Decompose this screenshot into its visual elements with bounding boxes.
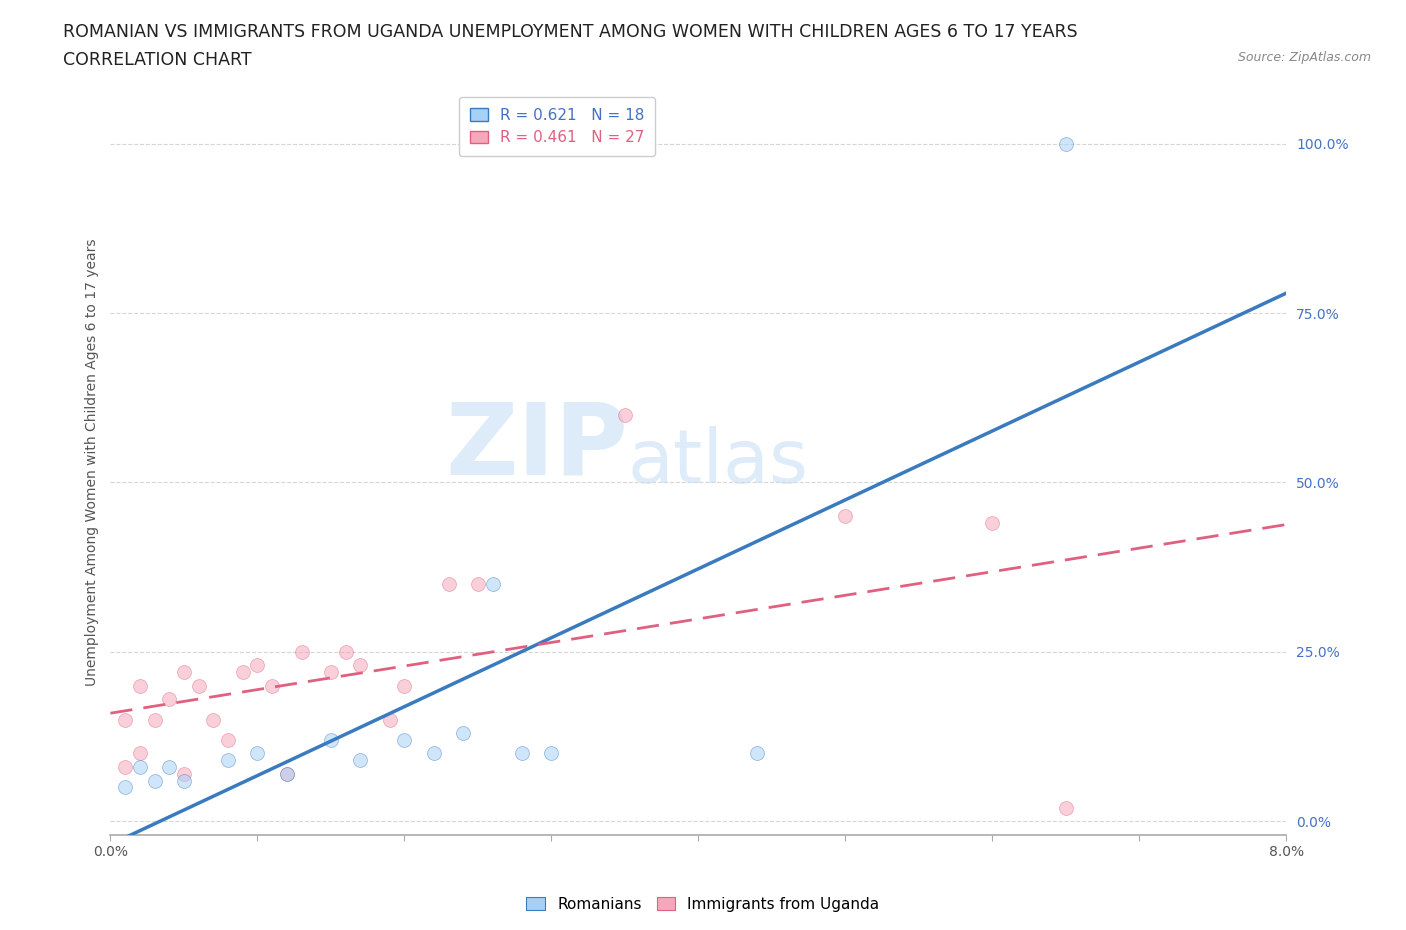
Point (202, 712, 225, 727)
Point (540, 746, 562, 761)
Point (246, 658, 269, 672)
Point (1054, 136, 1077, 151)
Point (1054, 800, 1077, 815)
Point (217, 733, 239, 748)
Y-axis label: Unemployment Among Women with Children Ages 6 to 17 years: Unemployment Among Women with Children A… (86, 238, 100, 685)
Point (217, 752, 239, 767)
Text: CORRELATION CHART: CORRELATION CHART (63, 51, 252, 69)
Point (437, 577, 460, 591)
Point (319, 733, 342, 748)
Point (173, 766, 195, 781)
Point (349, 752, 371, 767)
Point (276, 766, 298, 781)
Point (262, 678, 284, 693)
Point (128, 746, 150, 761)
Point (276, 766, 298, 781)
Point (232, 665, 254, 680)
Point (510, 746, 533, 761)
Point (467, 577, 489, 591)
Point (423, 746, 446, 761)
Point (394, 678, 416, 693)
Point (378, 712, 401, 727)
Text: Source: ZipAtlas.com: Source: ZipAtlas.com (1237, 51, 1371, 64)
Point (981, 515, 1004, 530)
Point (128, 760, 150, 775)
Point (173, 665, 195, 680)
Point (143, 712, 166, 727)
Point (157, 760, 180, 775)
Point (187, 678, 209, 693)
Point (613, 407, 636, 422)
Text: atlas: atlas (628, 426, 808, 498)
Legend: Romanians, Immigrants from Uganda: Romanians, Immigrants from Uganda (520, 891, 886, 918)
Point (114, 780, 136, 795)
Point (335, 644, 357, 659)
Point (319, 665, 342, 680)
Point (128, 678, 150, 693)
Point (747, 746, 769, 761)
Point (173, 773, 195, 788)
Point (246, 746, 269, 761)
Point (451, 725, 474, 740)
Point (349, 658, 371, 672)
Text: ROMANIAN VS IMMIGRANTS FROM UGANDA UNEMPLOYMENT AMONG WOMEN WITH CHILDREN AGES 6: ROMANIAN VS IMMIGRANTS FROM UGANDA UNEMP… (63, 23, 1078, 41)
Text: ZIP: ZIP (446, 399, 628, 496)
Legend: R = 0.621   N = 18, R = 0.461   N = 27: R = 0.621 N = 18, R = 0.461 N = 27 (460, 97, 655, 156)
Point (143, 773, 166, 788)
Point (114, 760, 136, 775)
Point (157, 692, 180, 707)
Point (290, 644, 312, 659)
Point (834, 509, 856, 524)
Point (114, 712, 136, 727)
Point (481, 577, 503, 591)
Point (394, 733, 416, 748)
